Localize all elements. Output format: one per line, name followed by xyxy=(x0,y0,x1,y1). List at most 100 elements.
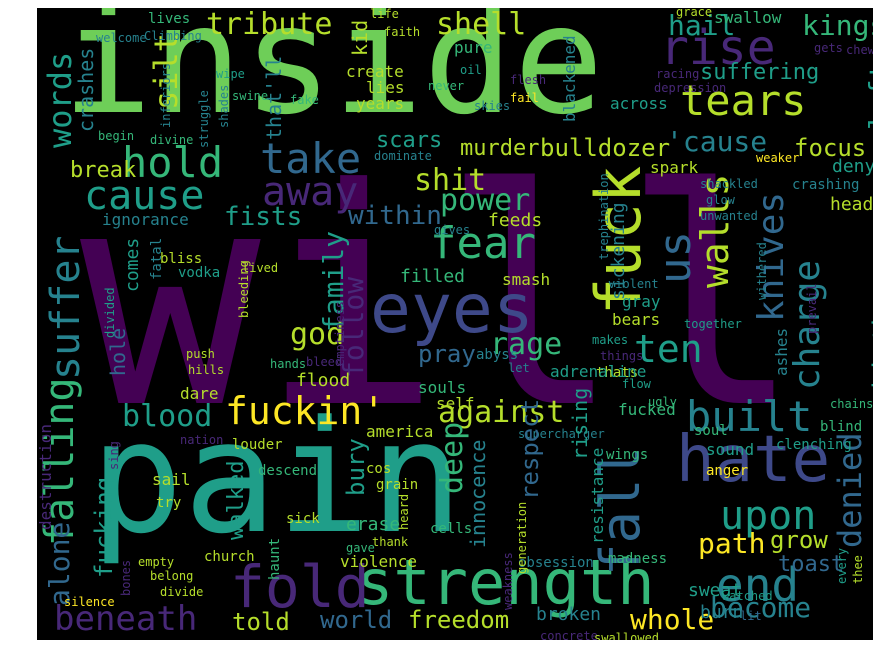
word-sick: sick xyxy=(286,511,320,527)
word-divide: divide xyxy=(160,585,204,599)
word-pray: pray xyxy=(418,340,476,368)
word-heard: heard xyxy=(397,493,411,530)
word-pain: pain xyxy=(90,387,464,568)
word-trephination: trephination xyxy=(597,173,611,260)
word-across: across xyxy=(610,94,668,113)
word-blood: blood xyxy=(122,399,213,434)
word-lives: lives xyxy=(148,11,191,27)
word-sing: sing xyxy=(107,441,121,470)
word-let: let xyxy=(508,361,530,375)
word-dominate: dominate xyxy=(374,149,432,163)
word-supercharger: supercharger xyxy=(518,427,605,441)
word-blackened: blackened xyxy=(560,35,579,122)
word-descend: descend xyxy=(258,463,318,479)
word-unwanted: unwanted xyxy=(700,209,758,223)
word-hold: hold xyxy=(122,138,224,187)
word-watched: watched xyxy=(722,589,773,603)
word-rage: rage xyxy=(490,327,563,362)
word-shackled: shackled xyxy=(700,177,758,191)
word-america: america xyxy=(366,422,434,441)
word-gets: gets xyxy=(814,41,843,55)
word-scars: scars xyxy=(376,128,443,153)
word-fake: fake xyxy=(290,93,319,107)
word-fucking: fucking xyxy=(90,476,118,578)
word-shell: shell xyxy=(436,8,527,42)
word-church: church xyxy=(204,549,255,565)
word-ugly: ugly xyxy=(648,395,677,409)
word-faith: faith xyxy=(384,25,421,39)
word-inside: inside xyxy=(62,8,604,148)
word-glow: glow xyxy=(706,193,735,207)
word-clenching: clenching xyxy=(776,437,852,453)
word-upon: upon xyxy=(720,493,817,539)
word-sound: sound xyxy=(706,440,755,459)
word-feeds: feeds xyxy=(488,210,543,231)
word-walked: walked xyxy=(224,460,249,540)
word-louder: louder xyxy=(232,437,283,453)
word-life: life xyxy=(370,8,399,21)
word-lies: lies xyxy=(366,78,405,97)
word-nation: nation xyxy=(180,433,224,447)
word-resistance: resistance xyxy=(588,447,607,544)
word-take: take xyxy=(260,134,362,183)
word-within: within xyxy=(348,201,442,231)
word-fear: fear xyxy=(430,218,536,269)
word-hail: hail xyxy=(668,9,736,42)
word-makes: makes xyxy=(592,333,629,347)
word-obsession: obsession xyxy=(518,555,594,571)
word-whole: whole xyxy=(630,603,715,636)
word-abyss: abyss xyxy=(476,347,519,363)
word-focus: focus xyxy=(794,134,867,162)
word-alone: alone xyxy=(43,521,76,606)
word-souls: souls xyxy=(418,378,467,397)
word-empty: empty xyxy=(138,555,175,569)
word-bulldozer: bulldozer xyxy=(540,134,671,162)
word-respect: respect xyxy=(516,398,544,500)
word-anger: anger xyxy=(706,463,749,479)
word-swine: swine xyxy=(232,89,269,103)
word-broken: broken xyxy=(536,604,602,625)
word-lit: lit xyxy=(740,609,762,623)
word-together: together xyxy=(684,317,742,331)
word-beneath: beneath xyxy=(54,599,198,639)
word-shit: shit xyxy=(414,163,487,198)
word-shades: shades xyxy=(217,84,231,128)
word-ashes: ashes xyxy=(772,327,791,376)
word-left: left xyxy=(863,62,873,130)
word-crashing: crashing xyxy=(792,177,860,193)
word-hole: hole xyxy=(106,327,130,376)
word-pure: pure xyxy=(454,38,493,57)
word-cause: cause xyxy=(84,173,205,219)
word-divine: divine xyxy=(150,133,194,147)
word-words: words xyxy=(41,51,79,148)
word-fold: fold xyxy=(230,553,370,621)
word-burn: burn xyxy=(700,602,744,623)
word-path: path xyxy=(698,527,766,560)
word-chew: chew xyxy=(846,43,873,57)
word-inferiors: inferiors xyxy=(159,62,173,128)
word-fail: fail xyxy=(510,91,539,105)
word-against: against xyxy=(438,395,565,430)
word-generation: generation xyxy=(515,501,529,574)
word-try: try xyxy=(156,495,182,511)
word-never: never xyxy=(428,79,465,93)
word-struggle: struggle xyxy=(197,90,211,148)
word-thats: thats xyxy=(596,365,639,381)
word-fucked: fucked xyxy=(618,400,676,419)
word-end: end xyxy=(716,558,800,612)
word-become: become xyxy=(710,591,812,624)
word-adrenaline: adrenaline xyxy=(550,362,647,381)
word-begin: begin xyxy=(98,129,135,143)
word-climbing: Climbing xyxy=(144,29,202,43)
word-skies: skies xyxy=(474,99,511,113)
word-depression: depression xyxy=(654,81,727,95)
word-tribute: tribute xyxy=(206,8,333,42)
word-self: self xyxy=(436,394,475,413)
word-spark: spark xyxy=(650,158,699,177)
word-cause: 'cause xyxy=(666,125,768,158)
word-will: will xyxy=(80,125,803,474)
word-violent: violent xyxy=(608,277,659,291)
word-wipe: wipe xyxy=(216,67,245,81)
word-swallowed: swallowed xyxy=(594,631,660,640)
word-madness: madness xyxy=(608,551,668,567)
